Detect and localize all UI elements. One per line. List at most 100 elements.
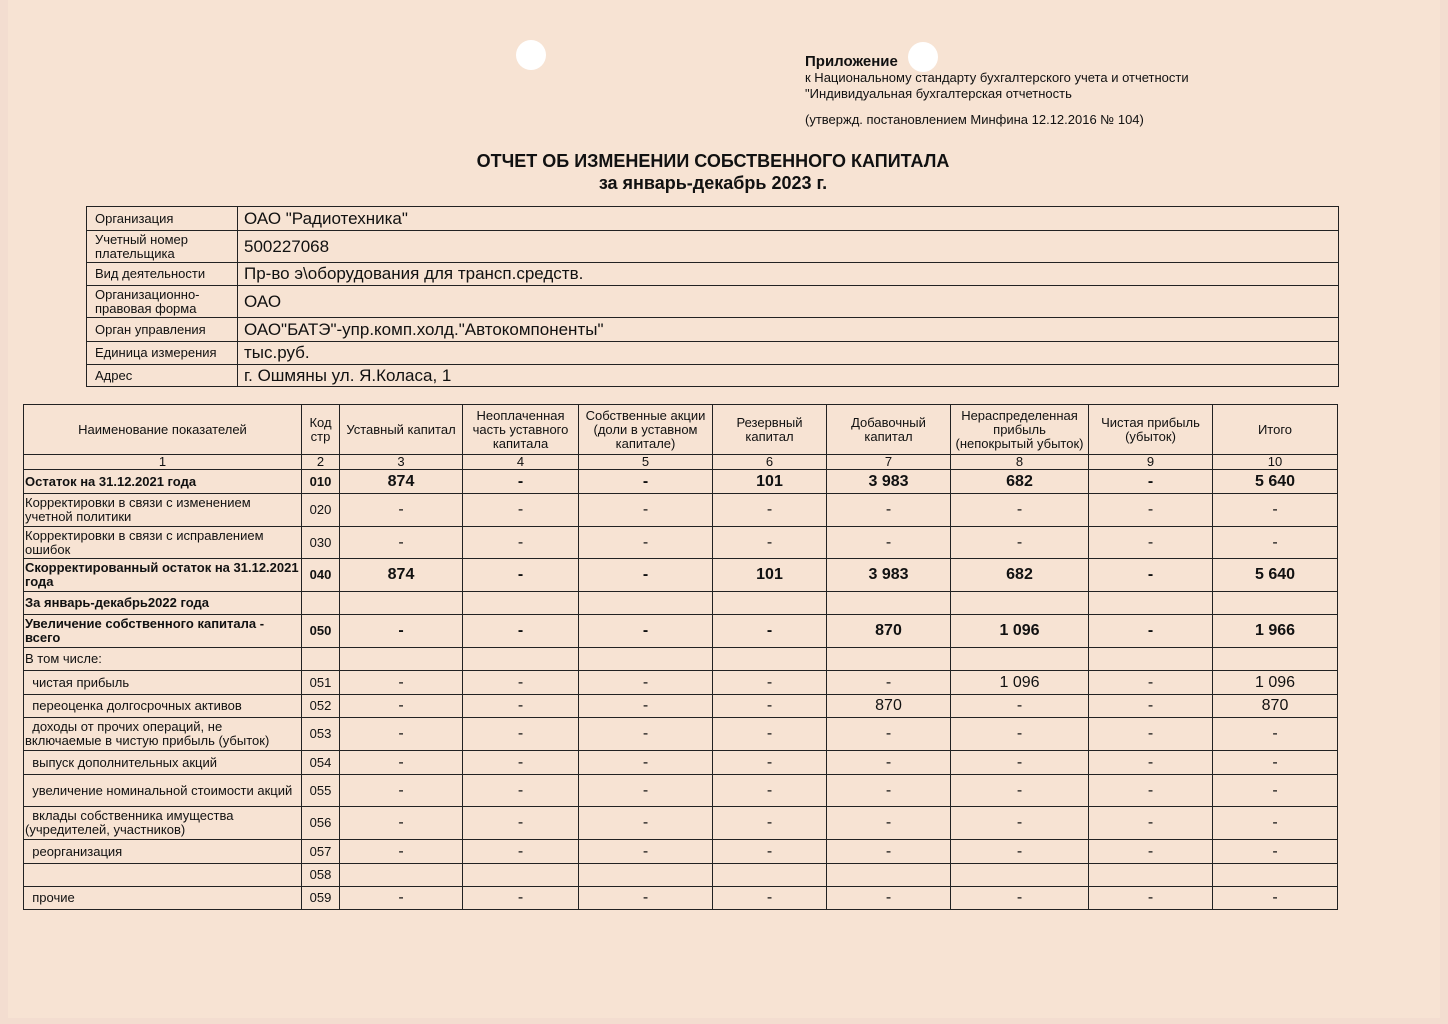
- row-value: -: [578, 670, 713, 695]
- info-label: Орган управления: [86, 317, 238, 342]
- row-value: -: [462, 526, 579, 559]
- row-value: -: [1088, 526, 1213, 559]
- row-value: -: [1088, 717, 1213, 751]
- appendix-line: (утвержд. постановлением Минфина 12.12.2…: [805, 112, 1144, 127]
- row-code: 057: [301, 839, 340, 864]
- column-header: Резервный капитал: [712, 404, 827, 455]
- row-value: -: [712, 694, 827, 718]
- column-number: 10: [1212, 454, 1338, 470]
- table-row: В том числе:: [23, 647, 1338, 671]
- column-number: 9: [1088, 454, 1213, 470]
- table-row: Корректировки в связи с изменением учетн…: [23, 493, 1338, 527]
- row-value: -: [578, 614, 713, 648]
- info-row: Учетный номер плательщика 500227068: [86, 230, 1339, 263]
- row-value: 5 640: [1212, 558, 1338, 592]
- table-row: Остаток на 31.12.2021 года 010 874- -101 3 9…: [23, 469, 1338, 494]
- row-value: -: [826, 670, 951, 695]
- row-name: Остаток на 31.12.2021 года: [23, 469, 302, 494]
- row-value: -: [1088, 806, 1213, 840]
- row-value: -: [712, 886, 827, 910]
- table-row: увеличение номинальной стоимости акций 05…: [23, 774, 1338, 807]
- row-value: 101: [712, 469, 827, 494]
- row-value: [339, 591, 463, 615]
- info-value: г. Ошмяны ул. Я.Коласа, 1: [237, 364, 1339, 387]
- row-value: [826, 647, 951, 671]
- row-value: 682: [950, 558, 1089, 592]
- row-value: -: [462, 806, 579, 840]
- info-row: Вид деятельности Пр-во э\оборудования для…: [86, 262, 1339, 286]
- organization-info-table: Организация ОАО "Радиотехника" Учетный ном…: [86, 206, 1339, 387]
- row-value: -: [339, 774, 463, 807]
- column-header: Нераспределенная прибыль (непокрытый убы…: [950, 404, 1089, 455]
- row-value: -: [578, 694, 713, 718]
- info-label: Адрес: [86, 364, 238, 387]
- info-label: Единица измерения: [86, 341, 238, 365]
- appendix-line: "Индивидуальная бухгалтерская отчетность: [805, 86, 1072, 101]
- column-number: 6: [712, 454, 827, 470]
- row-value: -: [950, 717, 1089, 751]
- row-value: [950, 591, 1089, 615]
- row-value: -: [1212, 493, 1338, 527]
- row-code: [301, 647, 340, 671]
- table-row: Скорректированный остаток на 31.12.2021 …: [23, 558, 1338, 592]
- appendix-line: к Национальному стандарту бухгалтерского…: [805, 70, 1189, 85]
- column-header: Уставный капитал: [339, 404, 463, 455]
- info-label: Организация: [86, 206, 238, 231]
- row-value: [950, 647, 1089, 671]
- row-code: 058: [301, 863, 340, 887]
- row-value: -: [712, 806, 827, 840]
- row-value: 1 096: [1212, 670, 1338, 695]
- row-value: -: [1088, 694, 1213, 718]
- row-value: -: [826, 839, 951, 864]
- table-row: Корректировки в связи с исправлением оши…: [23, 526, 1338, 559]
- row-value: [462, 647, 579, 671]
- row-value: -: [826, 886, 951, 910]
- column-number: 4: [462, 454, 579, 470]
- row-value: -: [339, 806, 463, 840]
- table-row: выпуск дополнительных акций 054- - - - - - - -: [23, 750, 1338, 775]
- row-value: -: [826, 750, 951, 775]
- info-label: Учетный номер плательщика: [86, 230, 238, 263]
- table-row: Увеличение собственного капитала - всего…: [23, 614, 1338, 648]
- info-row: Организация ОАО "Радиотехника": [86, 206, 1339, 231]
- row-value: [826, 591, 951, 615]
- column-number: 5: [578, 454, 713, 470]
- info-row: Адрес г. Ошмяны ул. Я.Коласа, 1: [86, 364, 1339, 387]
- row-code: 055: [301, 774, 340, 807]
- info-row: Организационно-правовая форма ОАО: [86, 285, 1339, 318]
- row-value: -: [462, 670, 579, 695]
- row-value: -: [712, 670, 827, 695]
- row-name: чистая прибыль: [23, 670, 302, 695]
- row-value: 1 966: [1212, 614, 1338, 648]
- column-header: Наименование показателей: [23, 404, 302, 455]
- column-number: 3: [339, 454, 463, 470]
- row-name: В том числе:: [23, 647, 302, 671]
- row-value: [578, 647, 713, 671]
- row-value: -: [826, 526, 951, 559]
- row-value: -: [462, 750, 579, 775]
- row-value: 101: [712, 558, 827, 592]
- row-value: -: [578, 717, 713, 751]
- row-value: [712, 647, 827, 671]
- report-period: за январь-декабрь 2023 г.: [598, 173, 828, 193]
- row-value: -: [1212, 886, 1338, 910]
- row-value: -: [339, 839, 463, 864]
- punch-hole: [516, 40, 546, 70]
- row-value: [1088, 863, 1213, 887]
- row-value: -: [950, 694, 1089, 718]
- row-value: -: [462, 839, 579, 864]
- info-value: Пр-во э\оборудования для трансп.средств.: [237, 262, 1339, 286]
- row-value: -: [462, 717, 579, 751]
- info-value: 500227068: [237, 230, 1339, 263]
- row-code: 040: [301, 558, 340, 592]
- row-value: -: [950, 839, 1089, 864]
- row-value: -: [578, 469, 713, 494]
- appendix-title: Приложение: [805, 53, 898, 70]
- row-value: -: [1212, 717, 1338, 751]
- row-value: -: [339, 614, 463, 648]
- row-name: доходы от прочих операций, не включаемые…: [23, 717, 302, 751]
- row-value: -: [339, 670, 463, 695]
- row-name: реорганизация: [23, 839, 302, 864]
- info-value: тыс.руб.: [237, 341, 1339, 365]
- row-value: -: [950, 493, 1089, 527]
